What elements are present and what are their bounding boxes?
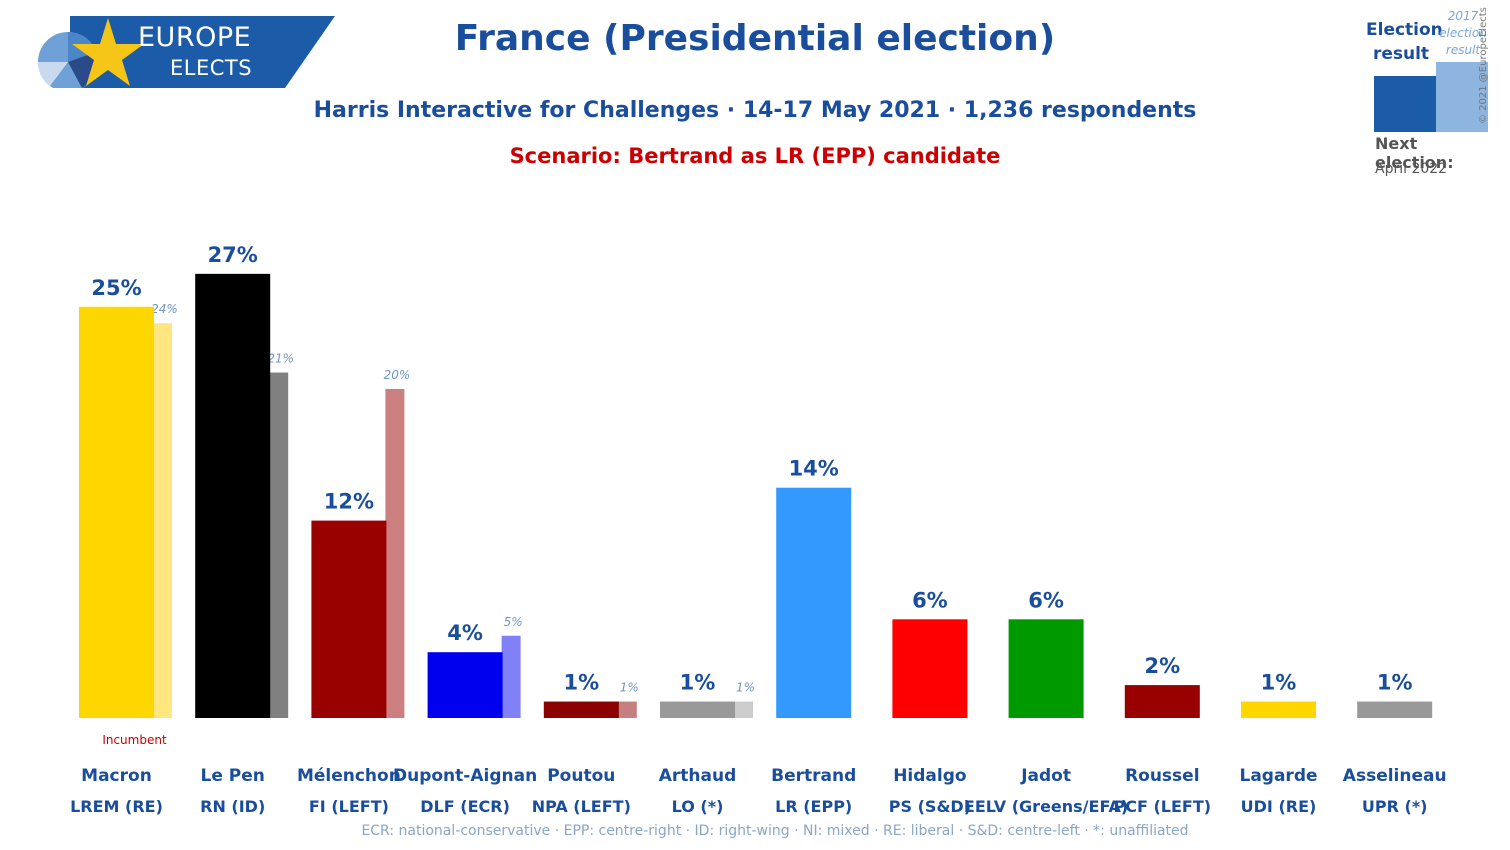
previous-result-label: 1% [620, 681, 639, 695]
chart-title: France (Presidential election) [454, 18, 1056, 59]
candidate-name: Bertrand [771, 766, 856, 786]
result-label: 27% [208, 243, 258, 267]
party-label: PS (S&D) [889, 797, 971, 816]
result-label: 1% [1377, 671, 1413, 695]
result-bar [892, 619, 968, 718]
footnote: ECR: national-conservative · EPP: centre… [361, 823, 1189, 839]
party-label: EELV (Greens/EFA) [964, 797, 1128, 816]
result-label: 1% [680, 671, 716, 695]
candidate-name: Roussel [1125, 766, 1199, 786]
next-election-date: April 2022 [1375, 161, 1448, 177]
candidate-name: Macron [81, 766, 152, 786]
candidate-name: Mélenchon [297, 766, 401, 786]
previous-result-label: 21% [267, 352, 294, 366]
candidate-name: Dupont-Aignan [393, 766, 537, 786]
result-label: 4% [447, 621, 483, 645]
result-bar [79, 306, 154, 718]
result-bar [195, 273, 271, 718]
candidate-name: Jadot [1020, 766, 1071, 786]
previous-result-bar [153, 323, 172, 718]
previous-result-label: 24% [151, 302, 178, 316]
result-bar [427, 652, 503, 718]
result-label: 6% [1028, 588, 1064, 612]
result-label: 1% [1261, 671, 1297, 695]
result-bar [1357, 701, 1433, 718]
legend-previous-label: 2017 election result [1439, 9, 1487, 57]
previous-result-bar [269, 372, 289, 718]
result-label: 25% [91, 276, 141, 300]
result-bar [543, 701, 619, 718]
previous-result-label: 20% [384, 368, 411, 382]
party-label: UDI (RE) [1241, 797, 1317, 816]
party-label: LR (EPP) [775, 797, 852, 816]
previous-result-label: 1% [736, 681, 755, 695]
result-label: 14% [789, 457, 839, 481]
result-bar [660, 701, 735, 718]
previous-result-bar [617, 701, 637, 718]
legend: Election result 2017 election result Nex… [1360, 8, 1500, 198]
legend-current-swatch [1374, 76, 1436, 132]
incumbent-annotation: Incumbent [102, 733, 167, 747]
party-label: UPR (*) [1362, 797, 1428, 816]
previous-result-bar [501, 635, 521, 718]
legend-previous-swatch [1436, 62, 1488, 132]
candidate-name: Le Pen [201, 766, 265, 786]
result-label: 12% [324, 490, 374, 514]
party-label: LREM (RE) [70, 797, 163, 816]
candidate-name: Poutou [547, 766, 615, 786]
result-bar [1241, 701, 1316, 718]
previous-result-label: 5% [504, 615, 523, 629]
party-label: RN (ID) [200, 797, 265, 816]
logo-text-europe: EUROPE [138, 22, 252, 53]
candidate-name: Hidalgo [893, 766, 966, 786]
result-bar [1008, 619, 1084, 718]
result-label: 1% [563, 671, 599, 695]
result-bar [311, 520, 387, 718]
result-bar [1124, 685, 1200, 718]
party-label: NPA (LEFT) [532, 797, 631, 816]
party-label: DLF (ECR) [420, 797, 510, 816]
logo-text-elects: ELECTS [170, 56, 253, 80]
previous-result-bar [385, 389, 405, 718]
result-bar [776, 487, 852, 718]
candidate-name: Asselineau [1343, 766, 1447, 786]
chart-subtitle: Harris Interactive for Challenges · 14-1… [313, 98, 1197, 123]
europe-elects-logo: EUROPE ELECTS [30, 16, 340, 88]
legend-current-label: Election result [1366, 20, 1443, 64]
candidate-name: Lagarde [1239, 766, 1317, 786]
party-label: LO (*) [672, 797, 724, 816]
party-label: PCF (LEFT) [1114, 797, 1212, 816]
result-label: 2% [1144, 654, 1180, 678]
next-election-label: Next election: [1375, 134, 1454, 172]
party-label: FI (LEFT) [309, 797, 389, 816]
candidate-name: Arthaud [659, 766, 737, 786]
previous-result-bar [734, 701, 753, 718]
logo-banner [38, 16, 335, 88]
scenario-label: Scenario: Bertrand as LR (EPP) candidate [509, 144, 1001, 168]
result-label: 6% [912, 588, 948, 612]
